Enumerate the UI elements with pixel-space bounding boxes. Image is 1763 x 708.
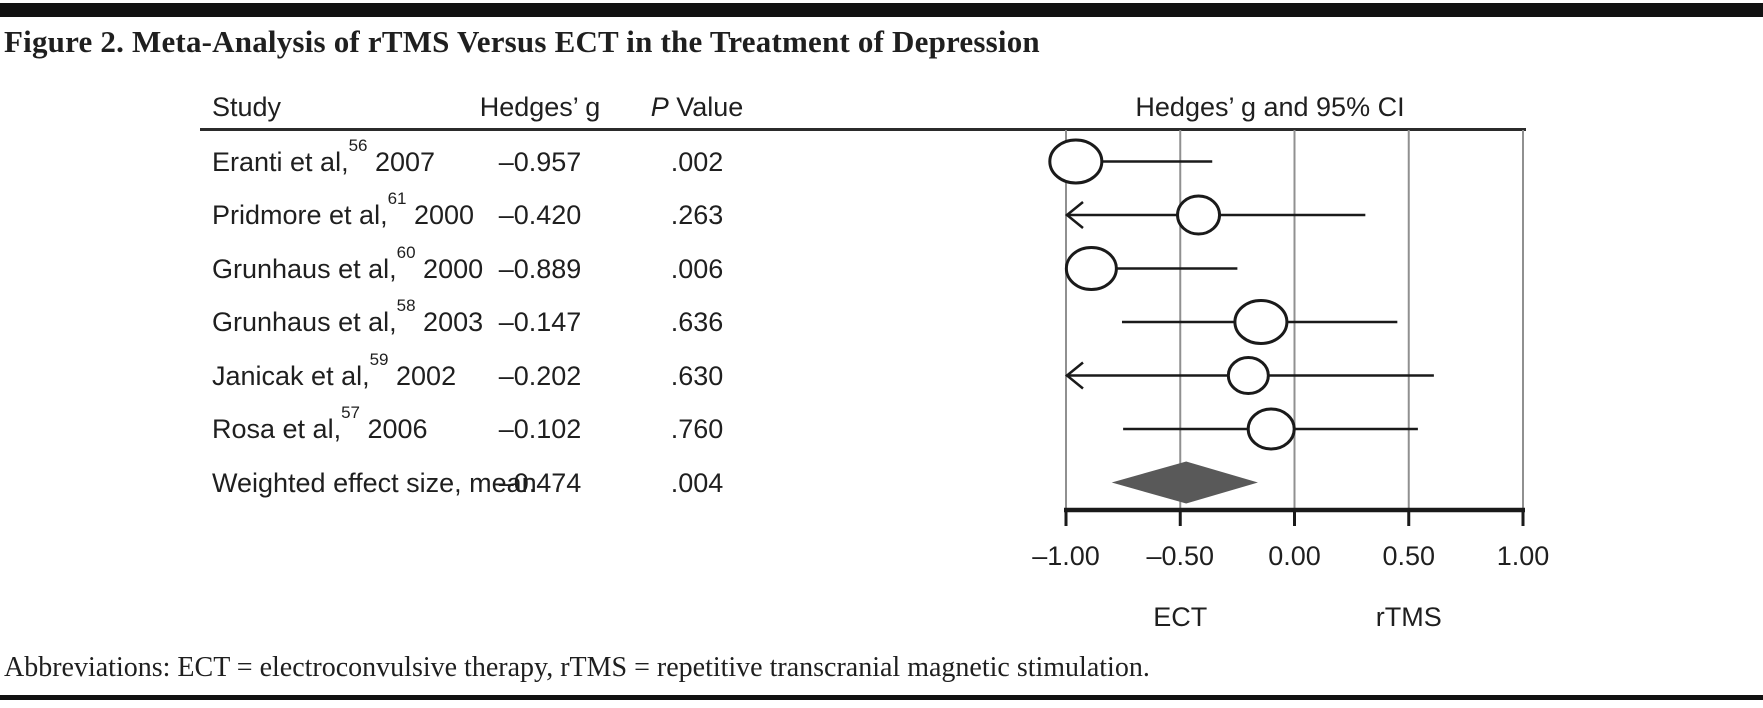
effect-size-marker <box>1048 138 1104 185</box>
column-header-hedges-g: Hedges’ g <box>479 92 601 122</box>
p-value: .004 <box>670 467 724 498</box>
hedges-g-value: –0.102 <box>498 414 582 444</box>
effect-size-marker <box>1176 194 1222 236</box>
study-label: Pridmore et al,61 2000 <box>212 189 475 230</box>
study-label: Grunhaus et al,60 2000 <box>212 242 484 284</box>
study-row: Grunhaus et al,60 2000 –0.889 .006 <box>0 242 1763 288</box>
p-value: .760 <box>670 414 724 444</box>
axis-group-label-ect: ECT <box>1153 602 1207 632</box>
p-value: .006 <box>670 253 724 284</box>
study-label: Grunhaus et al,58 2003 <box>212 296 484 337</box>
study-row: Janicak et al,59 2002 –0.202 .630 <box>0 349 1763 395</box>
hedges-g-value: –0.474 <box>498 467 582 498</box>
hedges-g-value: –0.957 <box>498 146 582 177</box>
column-header-p-value: P Value <box>637 88 757 126</box>
summary-diamond <box>1111 461 1258 504</box>
axis-tick-label: –1.00 <box>1032 541 1100 571</box>
axis-tick-label: 0.00 <box>1268 541 1321 571</box>
table-header-rule <box>200 128 1526 131</box>
bottom-rule-bar <box>0 695 1763 700</box>
clipped-ci-arrow <box>1065 361 1084 390</box>
study-label: Janicak et al,59 2002 <box>212 349 457 391</box>
effect-size-marker <box>1233 299 1289 345</box>
figure-title: Figure 2. Meta-Analysis of rTMS Versus E… <box>4 24 1040 59</box>
axis-tick-label: –0.50 <box>1146 541 1214 571</box>
reference-superscript: 58 <box>396 296 416 315</box>
p-value: .002 <box>670 146 724 177</box>
study-label: Weighted effect size, mean <box>212 467 537 498</box>
axis-group-label-rtms: rTMS <box>1376 602 1442 632</box>
p-value: .263 <box>670 200 724 230</box>
clipped-ci-arrow <box>1065 201 1084 229</box>
hedges-g-value: –0.202 <box>498 360 582 391</box>
p-value: .630 <box>670 360 724 391</box>
study-label: Eranti et al,56 2007 <box>212 135 436 177</box>
top-rule-bar <box>0 3 1763 17</box>
p-value-rest: Value <box>668 92 744 122</box>
reference-superscript: 60 <box>396 242 416 262</box>
study-row: Pridmore et al,61 2000 –0.420 .263 <box>0 189 1763 234</box>
reference-superscript: 61 <box>387 189 407 208</box>
reference-superscript: 57 <box>341 403 360 422</box>
effect-size-marker <box>1064 246 1118 291</box>
axis-tick-label: 0.50 <box>1382 541 1435 571</box>
reference-superscript: 59 <box>369 349 389 369</box>
study-row: Grunhaus et al,58 2003 –0.147 .636 <box>0 296 1763 341</box>
study-row: Eranti et al,56 2007 –0.957 .002 <box>0 135 1763 181</box>
p-value: .636 <box>670 307 724 337</box>
reference-superscript: 56 <box>348 135 368 155</box>
column-header-study: Study <box>212 92 282 122</box>
abbreviations-footnote: Abbreviations: ECT = electroconvulsive t… <box>4 652 1150 683</box>
hedges-g-value: –0.147 <box>498 307 582 337</box>
effect-size-marker <box>1226 356 1270 395</box>
forest-plot: –1.00 –0.50 0.00 0.50 1.00 ECT rTMS <box>1032 130 1550 632</box>
study-row: Rosa et al,57 2006 –0.102 .760 <box>0 403 1763 448</box>
hedges-g-value: –0.889 <box>498 253 582 284</box>
summary-row: Weighted effect size, mean –0.474 .004 <box>0 464 1763 502</box>
column-header-ci: Hedges’ g and 95% CI <box>1135 92 1405 122</box>
p-value-italic-p: P <box>650 92 669 122</box>
effect-size-marker <box>1246 407 1296 451</box>
hedges-g-value: –0.420 <box>498 200 582 230</box>
study-label: Rosa et al,57 2006 <box>212 403 428 444</box>
axis-tick-label: 1.00 <box>1497 541 1550 571</box>
